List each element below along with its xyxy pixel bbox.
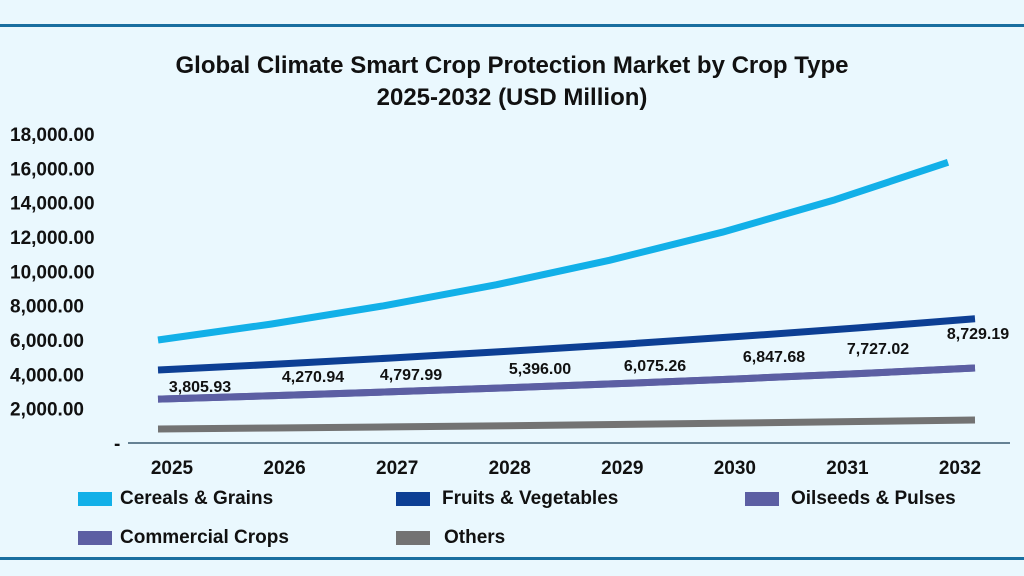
legend-fruits: Fruits & Vegetables [396, 488, 618, 510]
x-tick-label: 2028 [489, 458, 531, 479]
data-label: 3,805.93 [169, 379, 231, 396]
legend-label: Oilseeds & Pulses [791, 488, 956, 509]
y-tick-label: 8,000.00 [10, 297, 84, 318]
legend-swatch [396, 531, 430, 545]
subtitle-line: 2025-2032 (USD Million) [376, 84, 648, 111]
chart-title: Global Climate Smart Crop Protection Mar… [0, 50, 1024, 114]
y-tick-label: 14,000.00 [10, 194, 95, 215]
x-tick-label: 2029 [601, 458, 643, 479]
y-tick-label: 12,000.00 [10, 228, 95, 249]
data-label: 5,396.00 [509, 361, 571, 378]
legend-swatch [396, 492, 430, 506]
y-tick-label: 18,000.00 [10, 125, 95, 146]
legend-others: Others [396, 527, 505, 549]
data-label: 6,847.68 [743, 349, 805, 366]
legend-commercial: Commercial Crops [78, 527, 289, 549]
series-line-fruits-vegetables [157, 315, 976, 374]
data-label: 6,075.26 [624, 358, 686, 375]
x-tick-label: 2026 [263, 458, 305, 479]
data-label: 4,270.94 [282, 369, 344, 386]
series-line-others [157, 416, 976, 433]
y-tick-label: 16,000.00 [10, 159, 95, 180]
x-tick-label: 2030 [714, 458, 756, 479]
legend-label: Fruits & Vegetables [442, 488, 619, 509]
legend-label: Commercial Crops [120, 527, 289, 548]
top-border [0, 24, 1024, 27]
legend-oilseeds: Oilseeds & Pulses [745, 488, 956, 510]
x-tick-label: 2031 [826, 458, 869, 479]
x-tick-label: 2032 [939, 458, 981, 479]
y-tick-label: 10,000.00 [10, 262, 95, 283]
legend-label: Cereals & Grains [120, 488, 274, 509]
y-tick-label: 4,000.00 [10, 365, 84, 386]
series-line-oilseeds-pulses [157, 364, 976, 403]
bottom-border [0, 557, 1024, 560]
legend-swatch [745, 492, 779, 506]
legend-swatch [78, 492, 112, 506]
legend-label: Others [444, 527, 506, 548]
x-tick-label: 2027 [376, 458, 418, 479]
series-line-cereals-grains [157, 158, 950, 344]
y-tick-label: 2,000.00 [10, 400, 84, 421]
y-tick-label: 6,000.00 [10, 331, 84, 352]
data-label: 7,727.02 [847, 341, 909, 358]
legend-swatch [78, 531, 112, 545]
data-label: 4,797.99 [380, 367, 442, 384]
data-label: 8,729.19 [947, 326, 1009, 343]
title-line: Global Climate Smart Crop Protection Mar… [175, 52, 849, 79]
x-tick-label: 2025 [151, 458, 194, 479]
y-tick-label: - [114, 434, 120, 455]
legend-cereals: Cereals & Grains [78, 488, 273, 510]
